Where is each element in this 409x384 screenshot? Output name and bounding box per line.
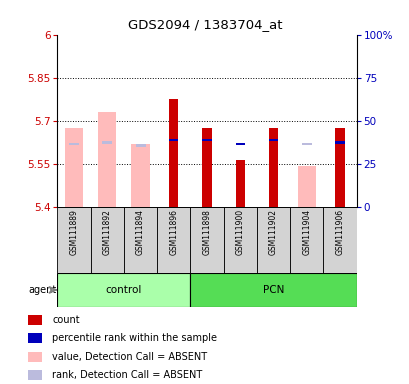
Bar	[290, 207, 323, 273]
Text: GSM111892: GSM111892	[103, 209, 112, 255]
Bar	[124, 207, 157, 273]
Text: GSM111898: GSM111898	[202, 209, 211, 255]
Bar	[57, 273, 190, 307]
Text: value, Detection Call = ABSENT: value, Detection Call = ABSENT	[52, 352, 207, 362]
Text: GSM111902: GSM111902	[268, 209, 277, 255]
Bar	[28, 333, 42, 343]
Bar	[169, 99, 178, 207]
Bar	[135, 144, 145, 147]
Bar	[131, 144, 149, 207]
Text: agent: agent	[28, 285, 56, 295]
Bar	[28, 315, 42, 325]
Bar	[297, 166, 315, 207]
Bar	[223, 207, 256, 273]
Bar	[202, 139, 211, 141]
Bar	[256, 207, 290, 273]
Bar	[268, 139, 278, 141]
Bar	[57, 207, 90, 273]
Text: PCN: PCN	[262, 285, 283, 295]
Bar	[335, 141, 344, 144]
Bar	[65, 128, 83, 207]
Bar	[157, 207, 190, 273]
Bar	[190, 273, 356, 307]
Text: GSM111894: GSM111894	[136, 209, 145, 255]
Text: control: control	[106, 285, 142, 295]
Bar	[323, 207, 356, 273]
Text: GDS2094 / 1383704_at: GDS2094 / 1383704_at	[128, 18, 281, 31]
Bar	[28, 370, 42, 380]
Bar	[98, 112, 116, 207]
Bar	[190, 207, 223, 273]
Bar	[235, 160, 244, 207]
Bar	[301, 143, 311, 145]
Bar	[202, 128, 211, 207]
Bar	[90, 207, 124, 273]
Bar	[69, 143, 79, 145]
Bar	[102, 141, 112, 144]
Text: rank, Detection Call = ABSENT: rank, Detection Call = ABSENT	[52, 370, 202, 380]
Text: GSM111906: GSM111906	[335, 209, 344, 255]
Bar	[235, 143, 244, 145]
Text: GSM111900: GSM111900	[235, 209, 244, 255]
Text: percentile rank within the sample: percentile rank within the sample	[52, 333, 217, 343]
Bar	[28, 352, 42, 362]
Text: count: count	[52, 315, 80, 325]
Text: GSM111889: GSM111889	[70, 209, 79, 255]
Bar	[169, 139, 178, 141]
Text: GSM111896: GSM111896	[169, 209, 178, 255]
Bar	[335, 128, 344, 207]
Bar	[268, 128, 278, 207]
Text: GSM111904: GSM111904	[301, 209, 310, 255]
